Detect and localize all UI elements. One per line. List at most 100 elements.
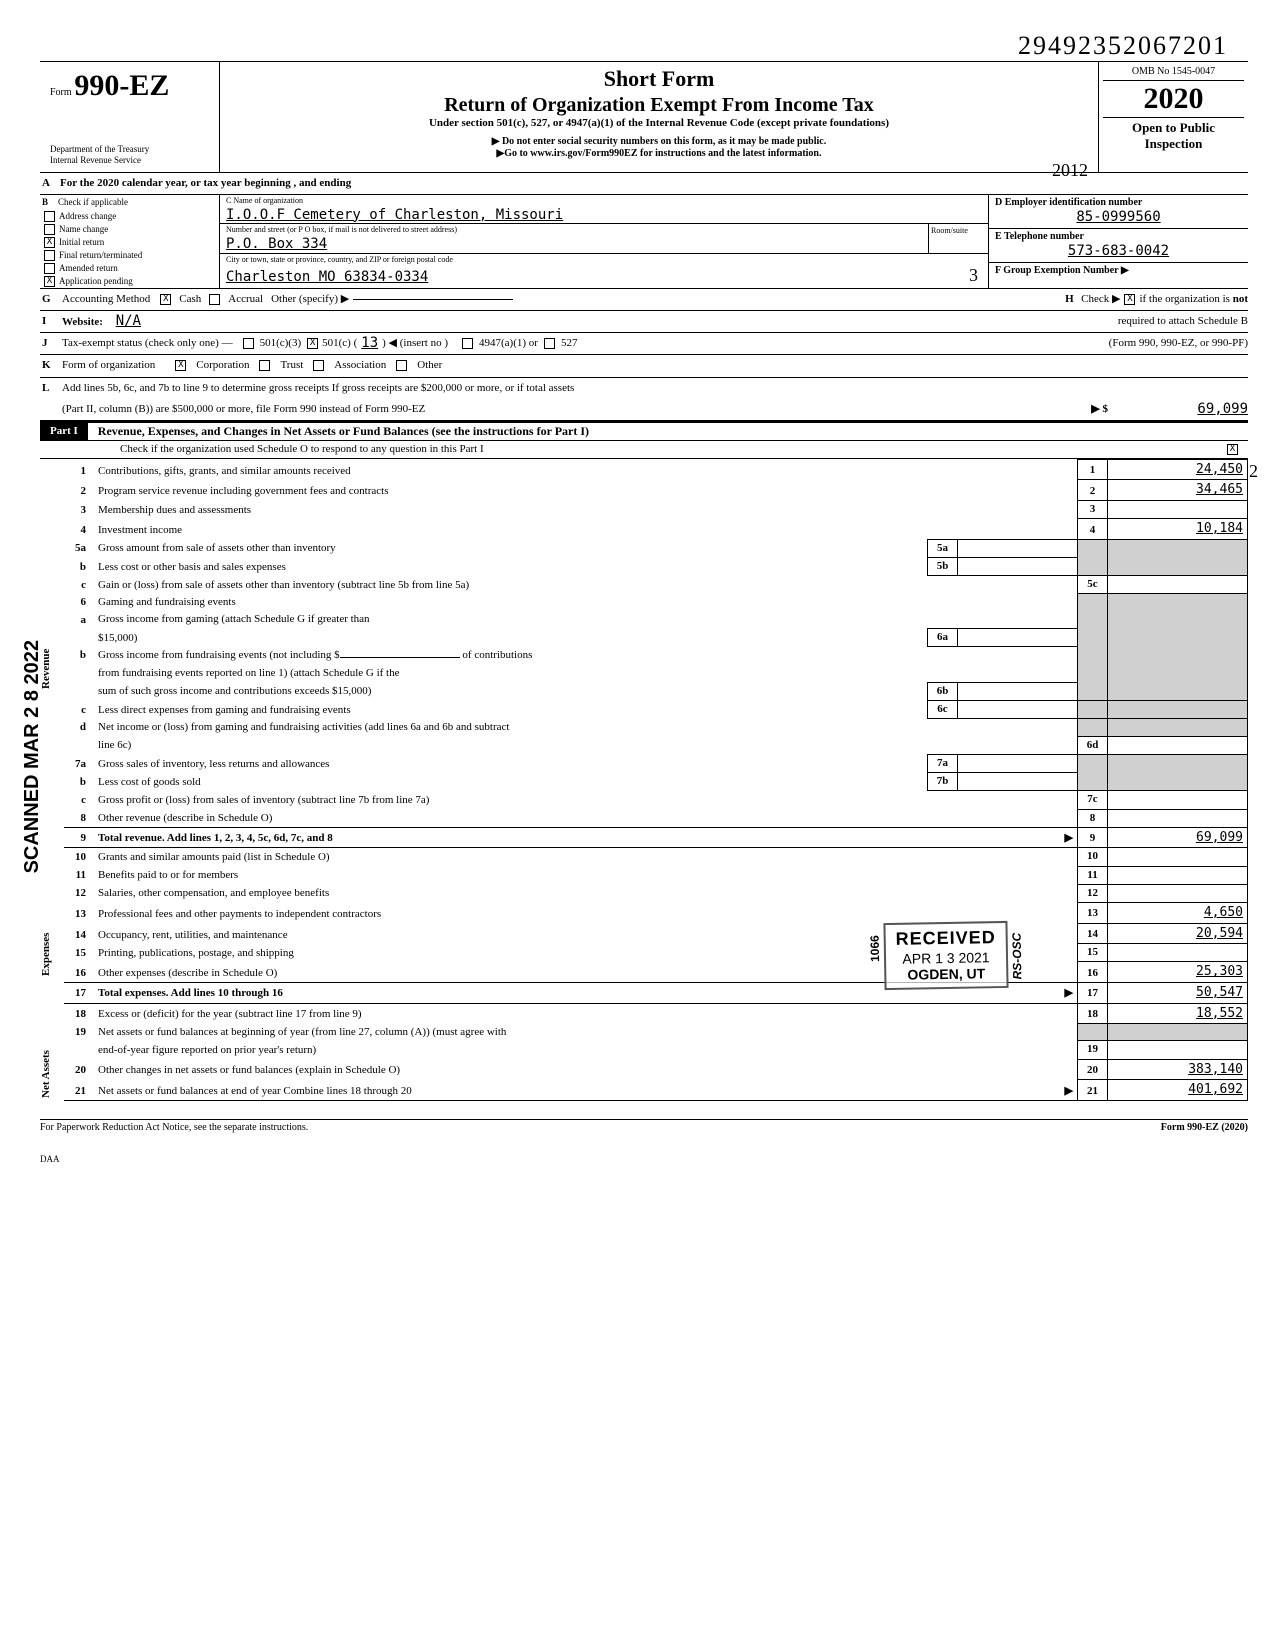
line15-num: 15 [64,944,94,962]
check-association[interactable] [313,360,324,371]
side-expenses: Expenses [40,879,60,1029]
check-501c[interactable]: X [307,338,318,349]
line5b-mbval [958,558,1078,576]
title-sub: Under section 501(c), 527, or 4947(a)(1)… [230,117,1088,130]
check-501c3[interactable] [243,338,254,349]
line5a-desc: Gross amount from sale of assets other t… [94,539,928,557]
check-address-change[interactable] [44,211,55,222]
line12-rnum: 12 [1078,884,1108,902]
h-rest-text-3: (Form 990, 990-EZ, or 990-PF) [1109,337,1248,350]
footer-row: For Paperwork Reduction Act Notice, see … [40,1119,1248,1134]
check-527[interactable] [544,338,555,349]
handwritten-f-number: 3 [969,265,978,287]
label-cash: Cash [171,293,209,306]
c-city-label: City or town, state or province, country… [220,254,988,266]
line11-rnum: 11 [1078,866,1108,884]
row-a-text: For the 2020 calendar year, or tax year … [58,175,353,192]
title-goto: ▶Go to www.irs.gov/Form990EZ for instruc… [230,148,1088,160]
letter-g: G [40,291,58,308]
line7a-num: 7a [64,755,94,773]
line6a-desc1: Gross income from gaming (attach Schedul… [94,611,1078,629]
line6b-desc2: from fundraising events reported on line… [94,665,1078,683]
stamp-received: RECEIVED [895,927,995,950]
omb-number: OMB No 1545-0047 [1103,66,1244,81]
line6b-desc1: Gross income from fundraising events (no… [94,647,1078,665]
line5a-num: 5a [64,539,94,557]
line18-desc: Excess or (deficit) for the year (subtra… [94,1003,1078,1024]
line15-val [1108,944,1248,962]
line10-num: 10 [64,848,94,866]
part1-grid: Revenue Expenses Net Assets 1 Contributi… [40,459,1248,1119]
check-cash[interactable]: X [160,294,171,305]
check-accrual[interactable] [209,294,220,305]
line19-val [1108,1041,1248,1059]
line6b-desc3: sum of such gross income and contributio… [94,682,928,700]
label-trust: Trust [270,359,313,372]
check-corporation[interactable]: X [175,360,186,371]
check-4947a1[interactable] [462,338,473,349]
check-final-return[interactable] [44,250,55,261]
line12-desc: Salaries, other compensation, and employ… [94,884,1078,902]
line20-num: 20 [64,1059,94,1080]
line6c-mbnum: 6c [928,701,958,719]
line21-num: 21 [64,1080,94,1101]
line9-rnum: 9 [1078,827,1108,848]
part1-sub: Check if the organization used Schedule … [40,443,484,456]
room-suite-label: Room/suite [928,224,988,252]
line15-rnum: 15 [1078,944,1108,962]
side-net-assets: Net Assets [40,1029,60,1119]
501c-number: 13 [357,335,382,352]
line6b-mbval [958,682,1078,700]
label-527: 527 [555,337,584,350]
part1-header: Part I Revenue, Expenses, and Changes in… [40,422,1248,441]
line13-desc: Professional fees and other payments to … [94,903,1078,924]
line4-val: 10,184 [1108,519,1248,540]
check-other-org[interactable] [396,360,407,371]
h-rest-text-1: if the organization is not [1139,293,1248,306]
label-accrual: Accrual [220,293,271,306]
line14-val: 20,594 [1108,923,1248,944]
check-schedule-o[interactable]: X [1227,444,1238,455]
label-address-change: Address change [59,211,116,222]
l-arrow: ▶ $ [1091,403,1108,416]
check-h[interactable]: X [1124,294,1135,305]
c-name-label: C Name of organization [220,195,988,207]
label-amended-return: Amended return [59,263,118,274]
line7b-num: b [64,773,94,791]
label-501c3: 501(c)(3) [254,337,308,350]
stamp-side-1066: 1066 [868,935,883,962]
footer-left: For Paperwork Reduction Act Notice, see … [40,1122,308,1134]
label-application-pending: Application pending [59,276,133,287]
line7b-mbnum: 7b [928,773,958,791]
received-stamp: 1066 RECEIVED APR 1 3 2021 OGDEN, UT RS-… [883,921,1008,990]
l-gross-receipts: 69,099 [1108,401,1248,418]
line20-desc: Other changes in net assets or fund bala… [94,1059,1078,1080]
line9-desc: Total revenue. Add lines 1, 2, 3, 4, 5c,… [98,832,333,844]
line17-rnum: 17 [1078,982,1108,1003]
check-amended-return[interactable] [44,263,55,274]
line17-desc: Total expenses. Add lines 10 through 16 [98,987,283,999]
line17-num: 17 [64,982,94,1003]
line6c-mbval [958,701,1078,719]
line6d-rnum: 6d [1078,736,1108,754]
f-label: F Group Exemption Number ▶ [995,265,1242,277]
line6a-mbval [958,629,1078,647]
line1-desc: Contributions, gifts, grants, and simila… [94,459,1078,480]
line21-val: 401,692 [1108,1080,1248,1101]
col-b-checks: BCheck if applicable Address change Name… [40,195,220,288]
check-name-change[interactable] [44,224,55,235]
line9-num: 9 [64,827,94,848]
check-application-pending[interactable]: X [44,276,55,287]
line10-desc: Grants and similar amounts paid (list in… [94,848,1078,866]
e-label: E Telephone number [995,231,1242,243]
line5c-rnum: 5c [1078,576,1108,594]
dept-line1: Department of the Treasury [50,144,209,155]
line13-num: 13 [64,903,94,924]
line6-num: 6 [64,594,94,611]
check-trust[interactable] [259,360,270,371]
line5b-desc: Less cost or other basis and sales expen… [94,558,928,576]
check-initial-return[interactable]: X [44,237,55,248]
form-header-row: Form 990-EZ Department of the Treasury I… [40,61,1248,173]
stamp-location: OGDEN, UT [896,965,996,984]
k-label: Form of organization [58,359,155,372]
